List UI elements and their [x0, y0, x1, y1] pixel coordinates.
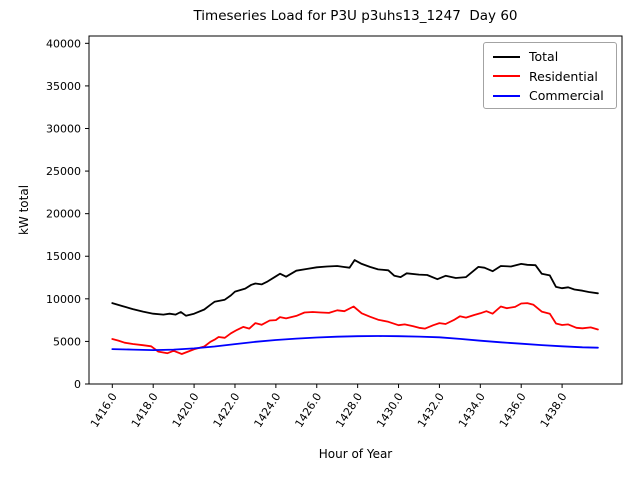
axes-frame: [88, 35, 623, 385]
y-tick-label: 30000: [46, 122, 81, 135]
x-tick-label: 1430.0: [374, 391, 406, 430]
legend-entry-total: Total: [493, 49, 609, 64]
x-tick-label: 1428.0: [333, 391, 365, 430]
x-tick-label: 1416.0: [88, 391, 120, 430]
chart-title: Timeseries Load for P3U p3uhs13_1247 Day…: [193, 8, 518, 24]
legend: Total Residential Commercial: [483, 42, 617, 109]
y-tick-label: 10000: [46, 293, 81, 306]
legend-line-commercial-icon: [493, 94, 520, 97]
x-tick-label: 1438.0: [538, 391, 570, 430]
x-tick-label: 1422.0: [211, 391, 243, 430]
legend-entry-commercial: Commercial: [493, 88, 609, 103]
y-tick-label: 35000: [46, 80, 81, 93]
x-tick-label: 1434.0: [456, 391, 488, 430]
x-tick-label: 1420.0: [170, 391, 202, 430]
series-line-residential: [111, 302, 599, 355]
y-tick-label: 0: [74, 378, 81, 391]
legend-line-residential-icon: [493, 75, 520, 77]
x-tick-label: 1436.0: [497, 391, 529, 430]
y-tick-label: 5000: [53, 335, 81, 348]
legend-line-total-icon: [493, 55, 520, 58]
x-tick-label: 1432.0: [415, 391, 447, 430]
y-tick-label: 25000: [46, 165, 81, 178]
series-line-commercial: [111, 335, 599, 352]
y-tick-label: 40000: [46, 37, 81, 50]
y-tick-label: 15000: [46, 250, 81, 263]
y-axis-label: kW total: [17, 184, 31, 236]
legend-entry-residential: Residential: [493, 69, 609, 84]
legend-label-residential: Residential: [529, 68, 598, 84]
x-axis-label: Hour of Year: [318, 447, 393, 461]
x-tick-label: 1418.0: [129, 391, 161, 430]
series-line-total: [111, 259, 599, 317]
x-tick-label: 1426.0: [292, 391, 324, 430]
x-tick-label: 1424.0: [252, 391, 284, 430]
legend-label-commercial: Commercial: [529, 88, 604, 103]
y-tick-label: 20000: [46, 208, 81, 221]
legend-label-total: Total: [529, 49, 559, 64]
